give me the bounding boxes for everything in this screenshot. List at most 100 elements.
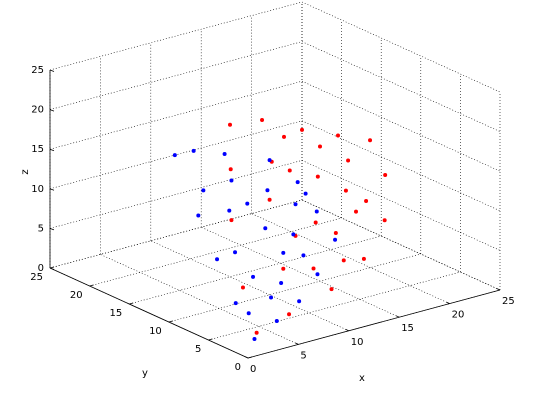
point [354, 209, 358, 214]
z-axis-label: z [20, 169, 31, 174]
z-tick-label: 0 [38, 263, 44, 274]
point [368, 138, 373, 143]
x-tick-label: 15 [401, 323, 414, 334]
y-axis-line [49, 267, 249, 359]
x-tick-label: 25 [502, 296, 515, 307]
point [251, 274, 256, 279]
point [343, 188, 348, 193]
point [303, 191, 308, 196]
z-tick-label: 25 [31, 65, 44, 76]
point [269, 295, 274, 300]
grid-line [301, 120, 501, 212]
y-tick [247, 356, 253, 359]
grid-line [301, 160, 501, 251]
point [336, 133, 340, 138]
x-axis-line [247, 289, 501, 359]
point [191, 148, 196, 153]
point [315, 272, 320, 277]
grid-line [49, 80, 303, 150]
point [287, 168, 292, 173]
point [274, 318, 279, 323]
y-tick [208, 338, 213, 341]
grid-line [301, 80, 501, 172]
point [315, 174, 320, 179]
point [240, 285, 245, 290]
x-tick [345, 329, 349, 332]
z-tick-label: 10 [31, 184, 44, 195]
z-tick [49, 267, 55, 270]
point [254, 330, 259, 335]
grid-line [168, 253, 421, 323]
point [228, 167, 233, 172]
point [263, 226, 268, 231]
point [281, 250, 286, 255]
point [245, 201, 250, 206]
grid-line [150, 240, 349, 332]
point [196, 213, 201, 218]
point [227, 208, 232, 213]
grid-line [49, 199, 303, 269]
point [222, 152, 227, 156]
point [260, 117, 265, 122]
y-tick [89, 284, 94, 287]
y-tick [168, 320, 173, 323]
z-tick [49, 148, 55, 152]
x-tick [295, 342, 299, 345]
y-tick-label: 5 [195, 344, 201, 355]
point [233, 250, 238, 255]
x-tick-label: 0 [250, 364, 256, 375]
z-tick-label: 20 [31, 105, 44, 116]
z-tick [49, 69, 55, 72]
point [215, 257, 220, 262]
grid-line [129, 235, 382, 305]
grid-line [49, 160, 303, 229]
x-tick [244, 356, 249, 359]
point [246, 311, 251, 316]
point [318, 144, 322, 149]
y-tick-label: 0 [235, 362, 241, 373]
point [233, 301, 238, 306]
point [291, 232, 296, 237]
grid-line [49, 1, 303, 71]
point [311, 266, 316, 271]
grid-line [301, 1, 501, 93]
point [300, 127, 304, 132]
point [295, 180, 300, 185]
point [383, 173, 388, 177]
point [329, 287, 334, 292]
point [346, 158, 351, 163]
point [333, 237, 338, 242]
point [314, 209, 319, 214]
y-axis-label: y [142, 368, 148, 379]
grid-line [301, 199, 501, 291]
x-tick-label: 20 [452, 310, 465, 321]
point [364, 199, 369, 204]
point [301, 253, 306, 258]
point [287, 312, 292, 317]
point [201, 188, 206, 193]
z-tick [49, 188, 55, 191]
point [229, 178, 234, 183]
x-tick-label: 5 [300, 350, 306, 361]
z-tick-label: 5 [38, 223, 44, 234]
x-tick-label: 10 [351, 337, 364, 348]
grid-line [89, 217, 342, 287]
point [252, 337, 257, 342]
point [361, 256, 366, 261]
x-tick [496, 288, 501, 291]
point [267, 197, 272, 202]
y-tick-label: 20 [70, 290, 83, 301]
x-axis-label: x [359, 373, 365, 384]
grid-line [208, 271, 461, 341]
point [341, 258, 346, 263]
y-tick-label: 10 [149, 326, 162, 337]
y-tick-label: 15 [109, 308, 122, 319]
point [172, 153, 177, 158]
point [297, 299, 302, 304]
point [313, 220, 318, 225]
grid-line [100, 254, 299, 345]
z-tick [49, 228, 55, 231]
grid-line [49, 41, 303, 110]
